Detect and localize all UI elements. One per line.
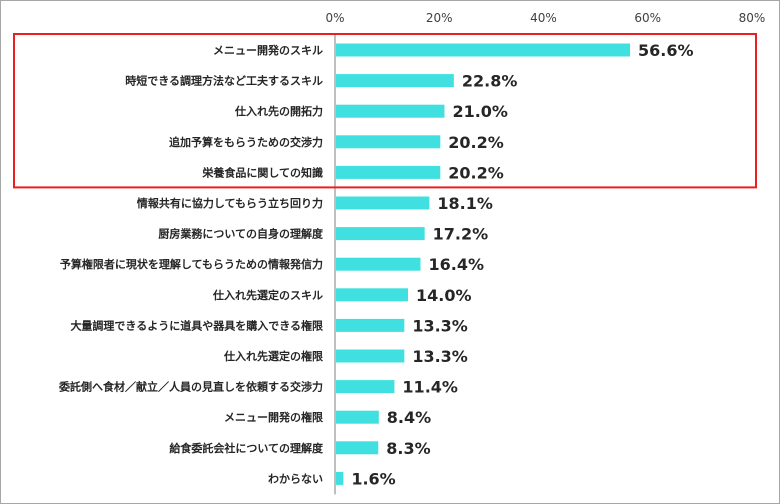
highlight-box xyxy=(13,33,757,189)
value-label: 13.3% xyxy=(412,347,468,366)
bar xyxy=(336,104,445,118)
category-label: 仕入れ先選定の権限 xyxy=(223,349,323,363)
bar xyxy=(336,410,379,424)
value-label: 17.2% xyxy=(433,225,489,244)
category-label: 情報共有に協力してもらう立ち回り力 xyxy=(137,196,323,210)
bar xyxy=(336,318,405,332)
bar xyxy=(336,165,441,179)
bar xyxy=(336,227,425,241)
category-label: 厨房業務についての自身の理解度 xyxy=(158,227,324,241)
category-label: 仕入れ先の開拓力 xyxy=(234,104,323,118)
category-label: 仕入れ先選定のスキル xyxy=(212,288,323,302)
category-label: 給食委託会社についての理解度 xyxy=(169,441,324,455)
bar xyxy=(336,380,395,394)
value-label: 11.4% xyxy=(402,378,458,397)
value-label: 20.2% xyxy=(448,133,504,152)
value-label: 8.3% xyxy=(386,439,430,458)
bar xyxy=(336,196,430,210)
value-label: 18.1% xyxy=(437,194,493,213)
category-label: わからない xyxy=(268,472,323,485)
value-label: 56.6% xyxy=(638,41,694,60)
category-label: 大量調理できるように道具や器具を購入できる権限 xyxy=(70,318,323,332)
category-label: 予算権限者に現状を理解してもらうための情報発信力 xyxy=(60,257,323,271)
x-tick-label: 80% xyxy=(739,11,766,25)
category-label: メニュー開発の権限 xyxy=(224,410,323,424)
category-label: メニュー開発のスキル xyxy=(213,43,323,57)
x-tick-label: 60% xyxy=(634,11,661,25)
value-label: 16.4% xyxy=(428,255,484,274)
bar xyxy=(336,288,408,302)
bar xyxy=(336,74,454,88)
bar xyxy=(336,135,441,149)
value-label: 1.6% xyxy=(351,469,395,488)
value-label: 21.0% xyxy=(452,102,508,121)
bar xyxy=(336,43,631,57)
value-label: 8.4% xyxy=(387,408,431,427)
value-label: 14.0% xyxy=(416,286,472,305)
x-tick-label: 20% xyxy=(426,11,453,25)
x-tick-label: 0% xyxy=(325,11,344,25)
value-label: 22.8% xyxy=(462,72,518,91)
category-label: 委託側へ食材／献立／人員の見直しを依頼する交渉力 xyxy=(58,380,323,394)
value-label: 20.2% xyxy=(448,163,504,182)
category-label: 時短できる調理方法など工夫するスキル xyxy=(125,74,323,88)
category-label: 栄養食品に関しての知識 xyxy=(201,165,323,179)
bar xyxy=(336,257,421,271)
category-label: 追加予算をもらうための交渉力 xyxy=(169,135,323,149)
bar xyxy=(336,349,405,363)
bar xyxy=(336,471,344,485)
value-label: 13.3% xyxy=(412,316,468,335)
x-tick-label: 40% xyxy=(530,11,557,25)
bar xyxy=(336,441,379,455)
